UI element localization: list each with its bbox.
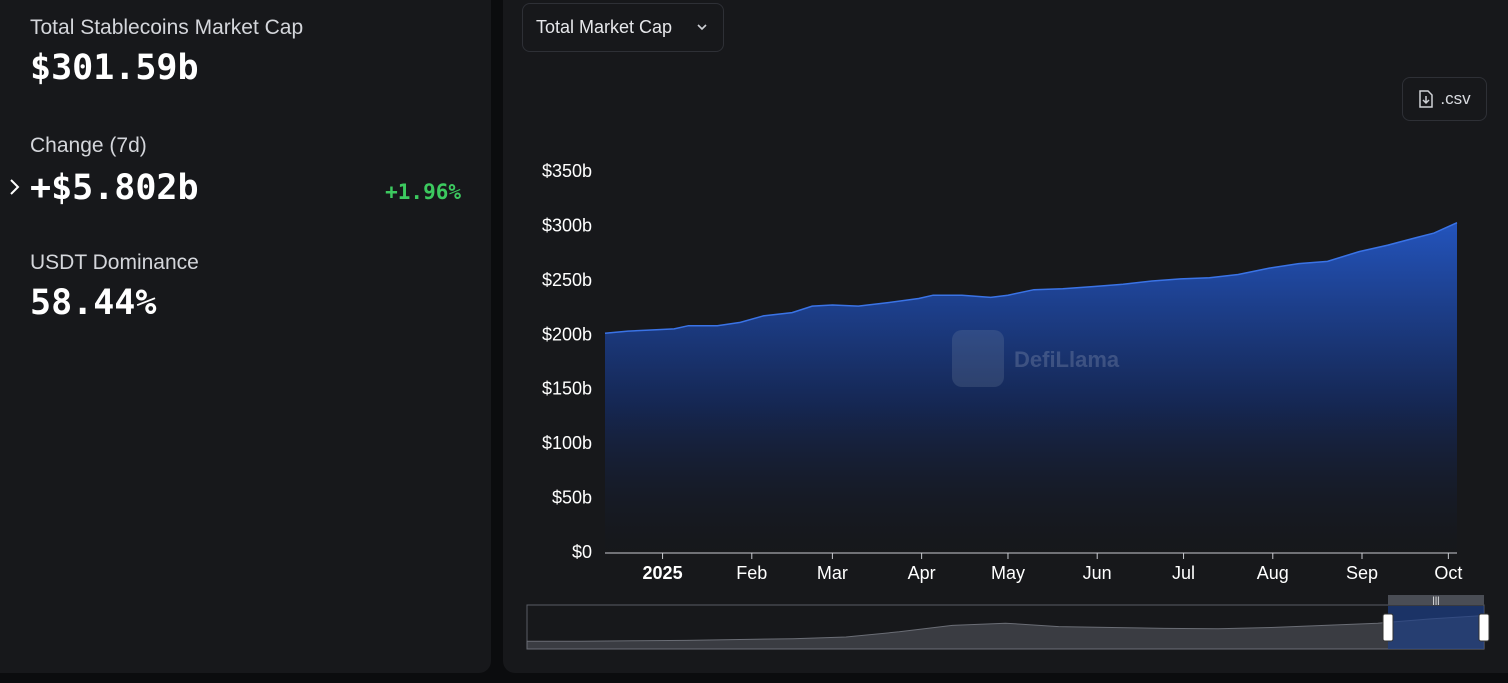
brush-drag-bar[interactable] [1388,595,1484,605]
range-brush[interactable]: ||| [526,595,1490,650]
csv-download-button[interactable]: .csv [1402,77,1487,121]
y-tick-label: $300b [542,215,592,235]
y-tick-label: $350b [542,161,592,181]
watermark: DefiLlama [952,330,1120,387]
csv-button-label: .csv [1440,89,1471,108]
y-tick-label: $150b [542,379,592,399]
brush-selection[interactable] [1388,606,1484,649]
x-tick-label: Feb [736,563,767,583]
area-series-line [604,222,1458,335]
x-tick-label: Jun [1083,563,1112,583]
x-tick-label: May [991,563,1025,583]
dominance-label: USDT Dominance [30,251,199,274]
brush-handle-left[interactable] [1382,613,1394,642]
x-tick-label: Sep [1346,563,1378,583]
x-axis: 2025 Feb Mar Apr May Jun Jul Aug Sep Oct [643,553,1462,583]
area-series [605,222,1457,551]
expand-chevron-icon[interactable] [6,178,24,196]
market-cap-label: Total Stablecoins Market Cap [30,16,304,39]
brush-overview-area [526,614,1485,650]
market-cap-value: $301.59b [30,48,199,88]
y-tick-label: $100b [542,433,592,453]
chevron-down-icon [697,24,707,31]
y-tick-label: $0 [572,542,592,562]
x-tick-label: Oct [1434,563,1462,583]
y-tick-label: $200b [542,324,592,344]
change-percent-badge: +1.96% [385,180,461,204]
drag-grip-icon: ||| [1432,595,1439,605]
stats-panel: Total Stablecoins Market Cap $301.59b Ch… [0,0,491,673]
change-value: +$5.802b [30,168,199,208]
dominance-value: 58.44% [30,283,157,323]
y-tick-label: $50b [552,488,592,508]
metric-dropdown-label: Total Market Cap [536,17,673,37]
download-file-icon [1419,90,1434,108]
watermark-text: DefiLlama [1014,347,1120,372]
y-tick-label: $250b [542,270,592,290]
x-tick-label: Jul [1172,563,1195,583]
x-tick-label: 2025 [643,563,683,583]
llama-logo-icon [952,330,1004,387]
metric-dropdown[interactable]: Total Market Cap [522,3,724,52]
brush-handle-right[interactable] [1478,613,1490,642]
change-label: Change (7d) [30,134,147,157]
x-tick-label: Mar [817,563,848,583]
x-tick-label: Apr [908,563,936,583]
x-tick-label: Aug [1257,563,1289,583]
y-axis: $0 $50b $100b $150b $200b $250b $300b $350b [542,161,592,562]
